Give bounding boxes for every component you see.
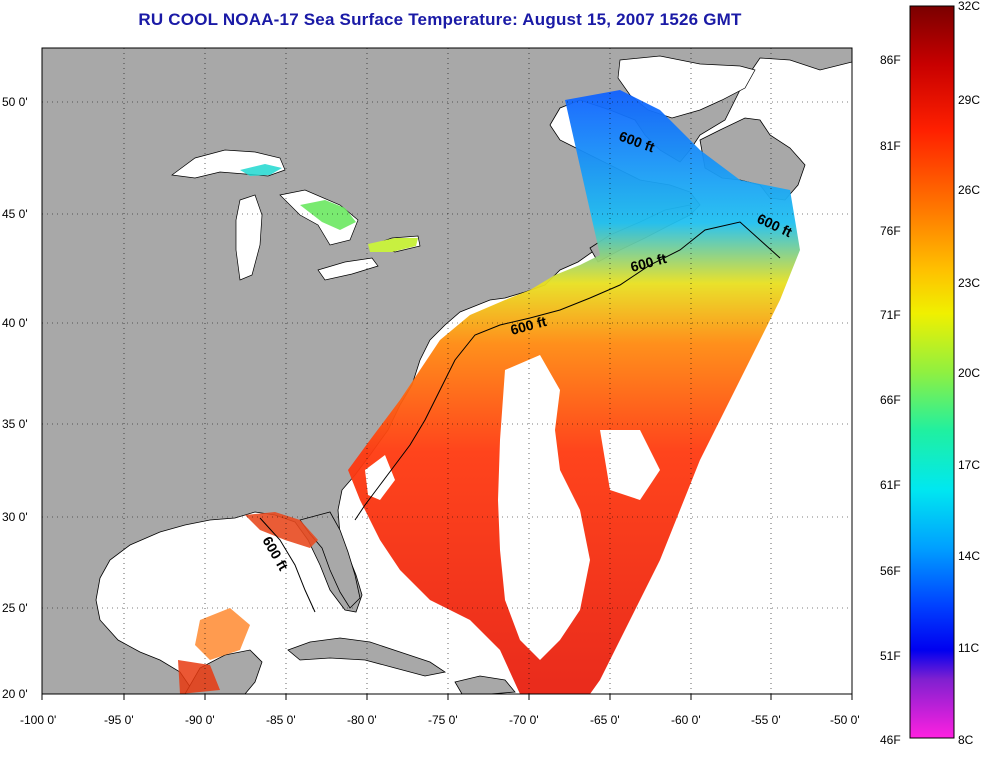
- land-hispaniola: [454, 675, 516, 694]
- lake-erie: [317, 257, 379, 281]
- lat-label: 25 0': [2, 601, 28, 615]
- lon-label: -95 0': [104, 713, 134, 727]
- lon-label: -100 0': [20, 713, 56, 727]
- lon-label: -85 0': [266, 713, 296, 727]
- lon-label: -60 0': [671, 713, 701, 727]
- isobath-600ft: [354, 221, 781, 521]
- lake-sst-patch: [368, 238, 418, 252]
- lat-label: 30 0': [2, 510, 28, 524]
- colorbar-celsius-label: 23C: [958, 276, 980, 290]
- colorbar-fahrenheit-label: 86F: [880, 53, 901, 67]
- gulf-sst: [195, 608, 250, 660]
- colorbar-celsius-label: 8C: [958, 733, 974, 747]
- axis-ticks: [41, 694, 853, 700]
- land-cuba: [287, 637, 447, 677]
- colorbar-celsius-label: 20C: [958, 366, 980, 380]
- colorbar: [909, 5, 955, 739]
- lon-label: -80 0': [347, 713, 377, 727]
- lat-label: 50 0': [2, 95, 28, 109]
- colorbar-fahrenheit-labels: 86F 81F 76F 71F 66F 61F 56F 51F 46F: [880, 53, 901, 747]
- sst-swath: [348, 90, 800, 694]
- colorbar-celsius-label: 26C: [958, 183, 980, 197]
- plot-frame: [41, 47, 853, 695]
- lake-michigan: [235, 194, 263, 281]
- land-florida: [299, 511, 361, 609]
- lon-label: -75 0': [428, 713, 458, 727]
- colorbar-fahrenheit-label: 56F: [880, 564, 901, 578]
- lat-labels: 50 0' 45 0' 40 0' 35 0' 30 0' 25 0' 20 0…: [2, 95, 28, 701]
- cloud-gap: [600, 430, 660, 500]
- lat-label: 20 0': [2, 687, 28, 701]
- isobath-600ft: [259, 517, 316, 613]
- lake-sst-patch: [240, 164, 282, 176]
- lon-label: -70 0': [509, 713, 539, 727]
- colorbar-celsius-label: 29C: [958, 93, 980, 107]
- lon-label: -55 0': [751, 713, 781, 727]
- gulf-sst: [178, 660, 220, 694]
- cloud-gap: [498, 355, 590, 660]
- colorbar-celsius-labels: 32C 29C 26C 23C 20C 17C 14C 11C 8C: [958, 0, 980, 747]
- lat-label: 40 0': [2, 316, 28, 330]
- colorbar-celsius-label: 11C: [958, 641, 979, 655]
- lon-label: -50 0': [830, 713, 860, 727]
- lon-labels: -100 0' -95 0' -90 0' -85 0' -80 0' -75 …: [20, 713, 860, 727]
- colorbar-celsius-label: 14C: [958, 549, 980, 563]
- colorbar-fahrenheit-label: 76F: [880, 224, 901, 238]
- lat-gridlines: [42, 101, 852, 609]
- lat-label: 35 0': [2, 417, 28, 431]
- cloud-gap: [365, 455, 395, 500]
- lon-label: -90 0': [185, 713, 215, 727]
- lake-sst-patch: [300, 200, 356, 230]
- colorbar-fahrenheit-label: 71F: [880, 308, 901, 322]
- colorbar-fahrenheit-label: 51F: [880, 649, 901, 663]
- lon-label: -65 0': [590, 713, 620, 727]
- lat-label: 45 0': [2, 207, 28, 221]
- colorbar-fahrenheit-label: 66F: [880, 393, 901, 407]
- colorbar-fahrenheit-label: 81F: [880, 139, 901, 153]
- colorbar-celsius-label: 32C: [958, 0, 980, 13]
- colorbar-celsius-label: 17C: [958, 458, 980, 472]
- colorbar-fahrenheit-label: 61F: [880, 478, 901, 492]
- colorbar-fahrenheit-label: 46F: [880, 733, 901, 747]
- map-title: RU COOL NOAA-17 Sea Surface Temperature:…: [138, 10, 742, 29]
